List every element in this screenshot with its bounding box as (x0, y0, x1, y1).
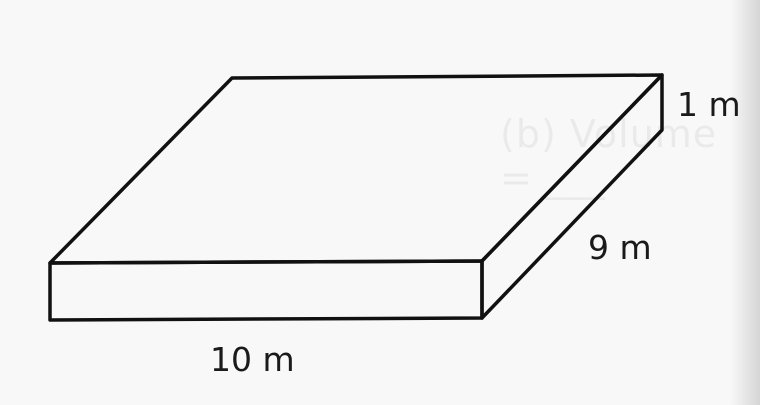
bleed-through-text: (b) Volume = ___ (500, 112, 718, 200)
depth-label: 9 m (588, 228, 652, 267)
length-label: 10 m (210, 340, 295, 379)
prism-side-face (480, 73, 664, 320)
prism-front-face (48, 259, 484, 322)
height-label: 1 m (677, 85, 741, 124)
page-edge-shadow (730, 0, 760, 405)
